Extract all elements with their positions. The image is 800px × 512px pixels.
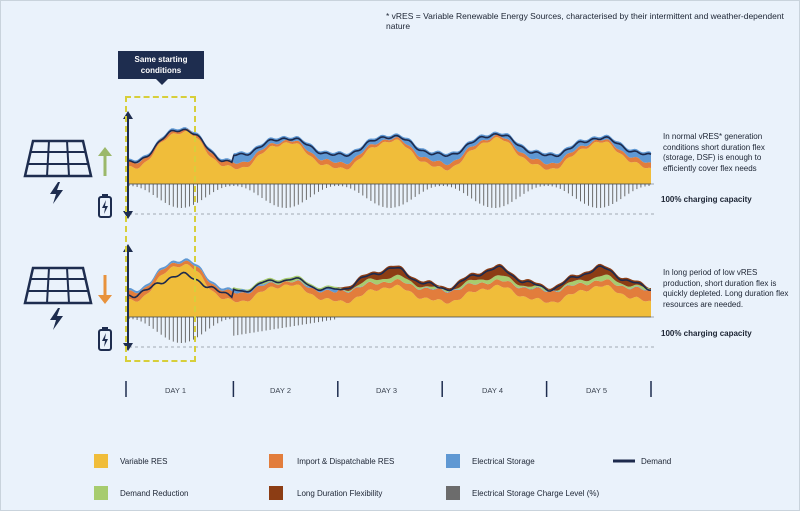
series-variable-res-area bbox=[129, 131, 651, 184]
day-label: DAY 3 bbox=[376, 386, 397, 395]
solar-panel-icon bbox=[23, 266, 93, 305]
series-long-duration-area bbox=[129, 258, 651, 292]
legend-label: Variable RES bbox=[120, 457, 168, 466]
legend-label: Long Duration Flexibility bbox=[297, 489, 383, 498]
day-label: DAY 5 bbox=[586, 386, 607, 395]
lightning-icon bbox=[50, 308, 63, 330]
legend-label: Import & Dispatchable RES bbox=[297, 457, 395, 466]
arrow-down-icon bbox=[98, 275, 112, 304]
lightning-icon bbox=[50, 182, 63, 204]
legend-label: Demand bbox=[641, 457, 672, 466]
legend-label: Electrical Storage bbox=[472, 457, 535, 466]
solar-panel-icon bbox=[23, 139, 93, 178]
capacity-label-upper: 100% charging capacity bbox=[661, 195, 752, 204]
legend-label: Demand Reduction bbox=[120, 489, 189, 498]
day-label: DAY 1 bbox=[165, 386, 186, 395]
legend-swatch-variable-res bbox=[94, 454, 108, 468]
footnote: * vRES = Variable Renewable Energy Sourc… bbox=[386, 11, 784, 31]
arrow-up-icon bbox=[98, 147, 112, 176]
battery-icon bbox=[98, 194, 112, 218]
series-demand-line bbox=[128, 128, 652, 164]
legend-swatch-long-duration bbox=[269, 486, 283, 500]
series-import-area bbox=[129, 128, 651, 171]
legend-swatch-demand bbox=[613, 459, 635, 463]
same-conditions-highlight bbox=[125, 96, 196, 362]
lower-note: In long period of low vRES production, s… bbox=[663, 268, 789, 309]
battery-icon bbox=[98, 327, 112, 351]
series-electrical-storage-area bbox=[129, 258, 651, 294]
series-demand-line bbox=[128, 265, 651, 299]
legend-swatch-charge-level bbox=[446, 486, 460, 500]
legend-label: Electrical Storage Charge Level (%) bbox=[472, 489, 600, 498]
series-import-area bbox=[129, 260, 651, 304]
day-label: DAY 4 bbox=[482, 386, 503, 395]
capacity-label-lower: 100% charging capacity bbox=[661, 329, 752, 338]
upper-note: In normal vRES* generation conditions sh… bbox=[663, 132, 765, 173]
series-variable-res-area bbox=[129, 264, 651, 317]
legend-swatch-electrical-storage bbox=[446, 454, 460, 468]
same-starting-conditions-callout: Same starting conditions bbox=[118, 51, 204, 79]
day-label: DAY 2 bbox=[270, 386, 291, 395]
legend-swatch-import bbox=[269, 454, 283, 468]
legend-swatch-demand-reduction bbox=[94, 486, 108, 500]
